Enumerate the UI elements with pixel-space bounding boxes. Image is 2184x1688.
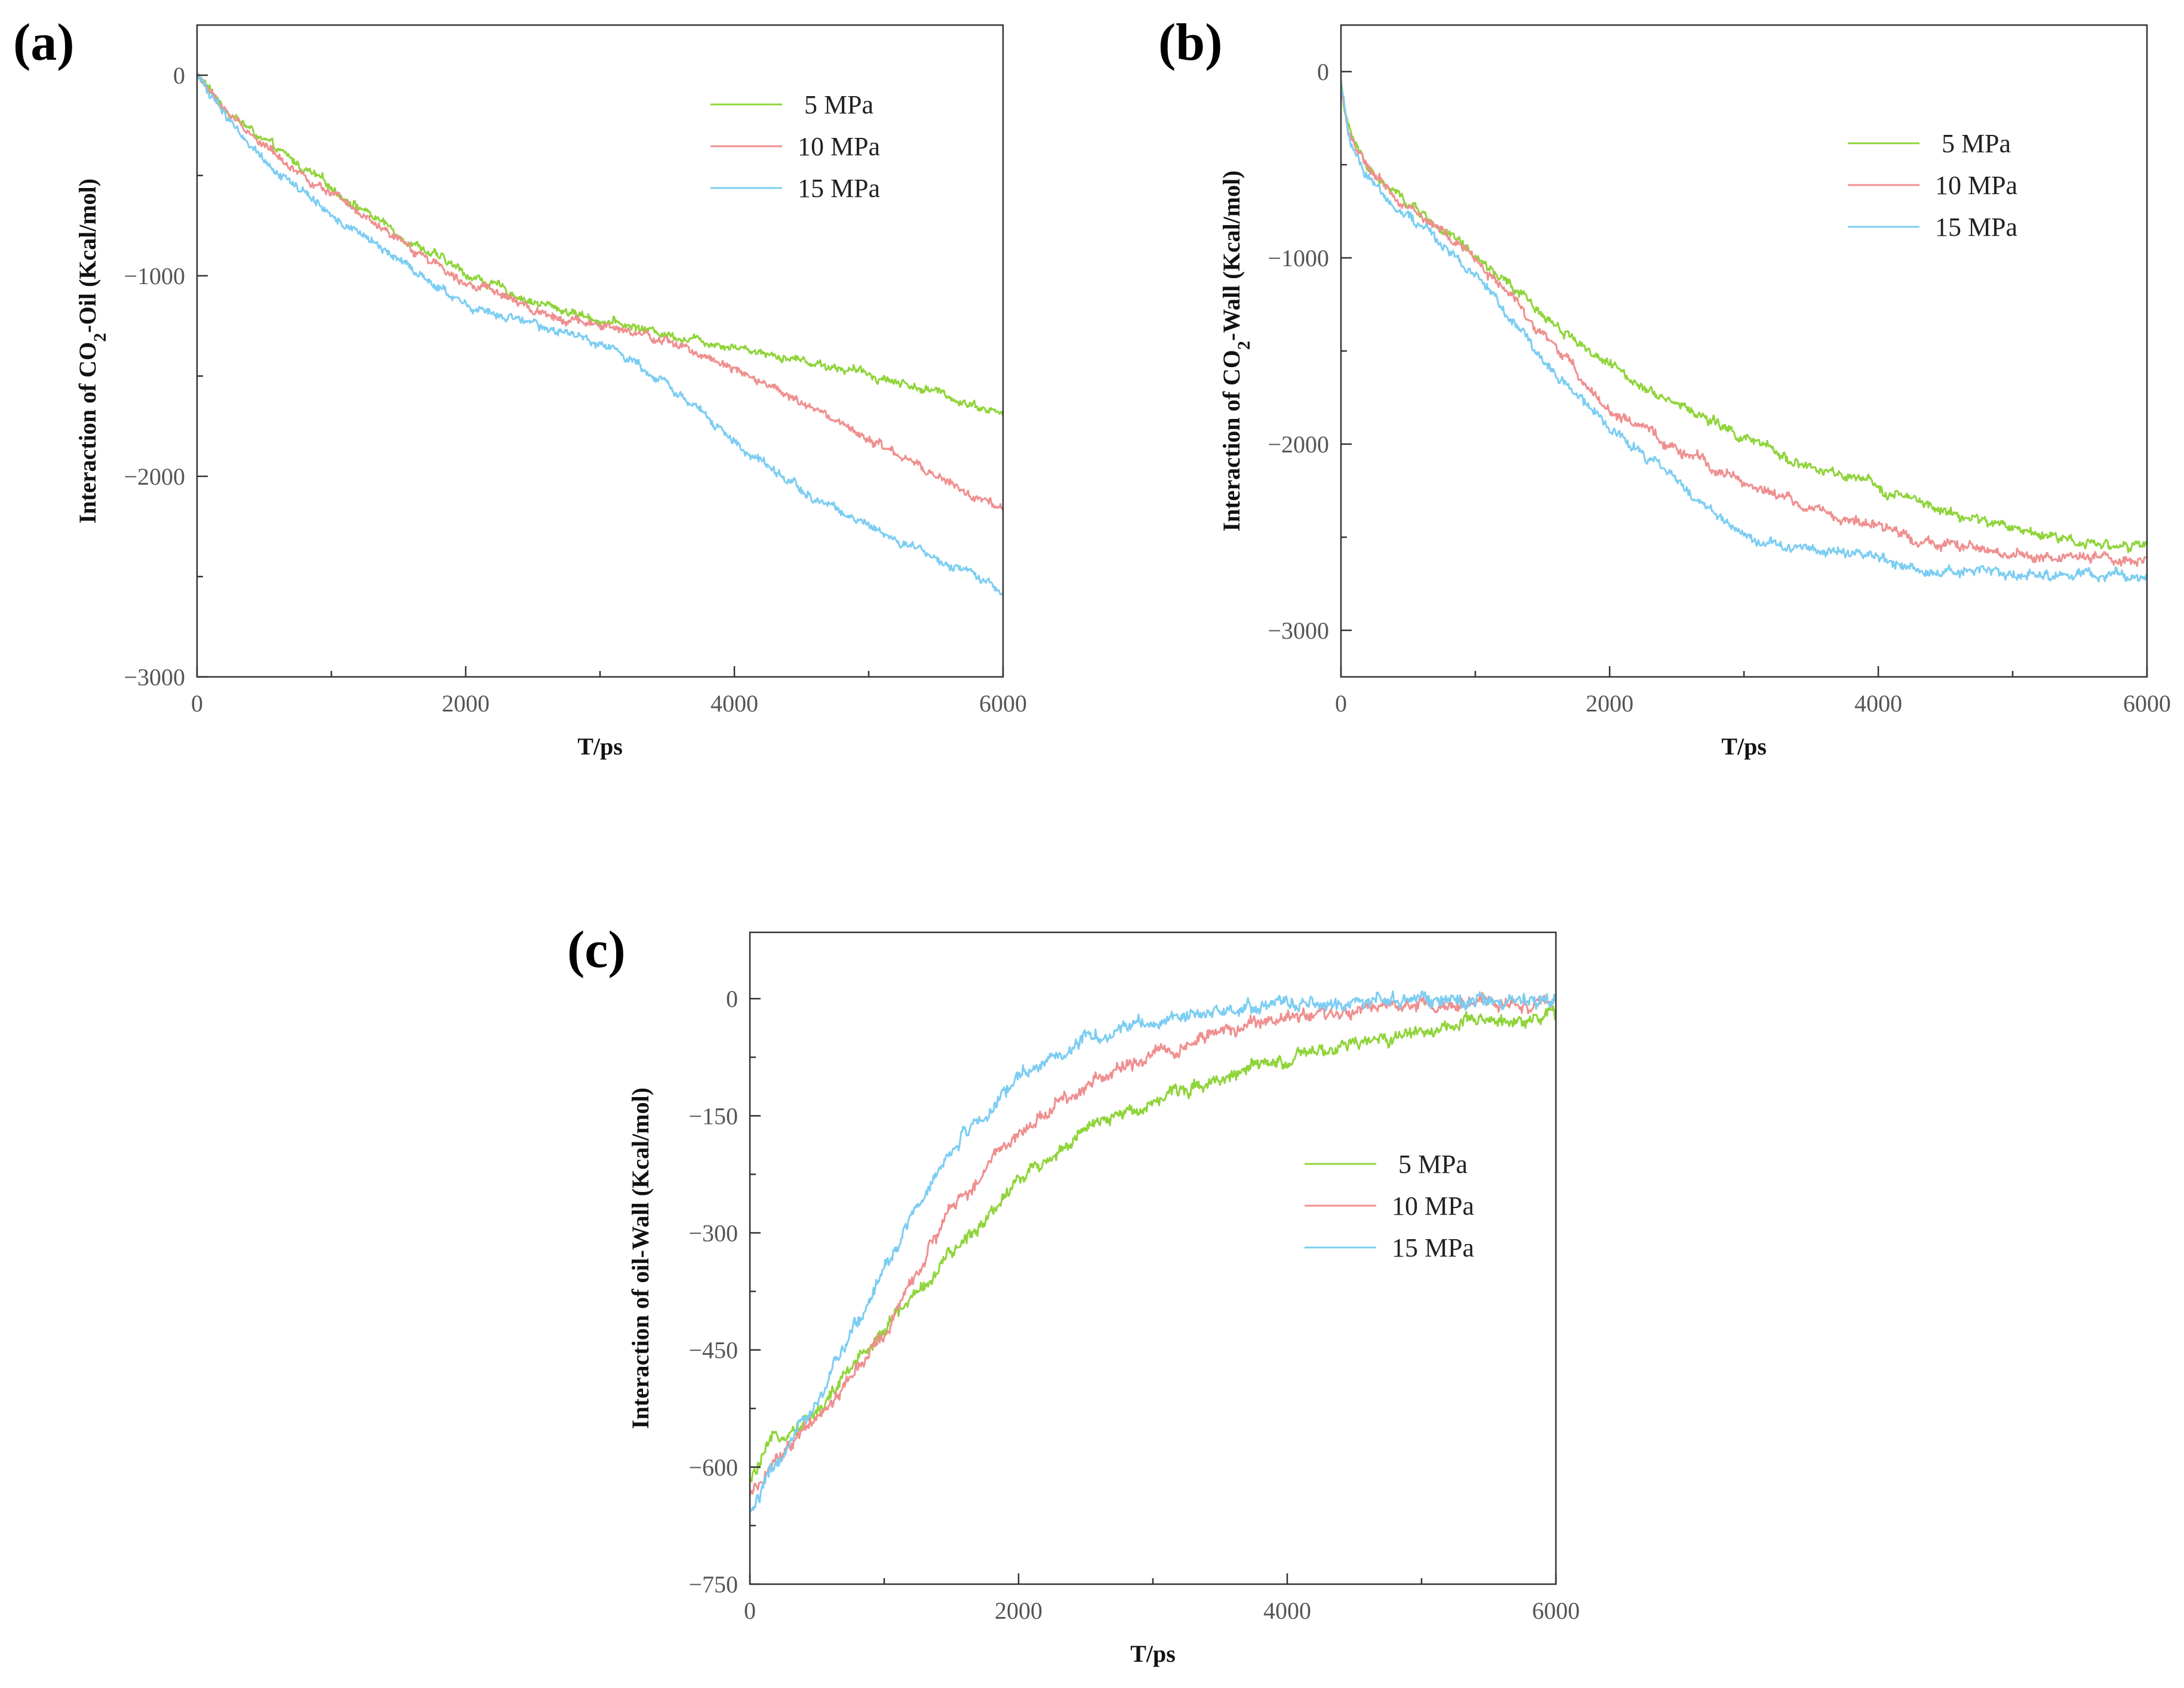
y-tick-label: −750 <box>688 1571 738 1598</box>
x-axis-title: T/ps <box>1130 1640 1176 1667</box>
y-tick-label: −3000 <box>124 664 185 691</box>
x-tick-label: 2000 <box>1586 690 1634 717</box>
series-line-5-mpa <box>197 74 1003 415</box>
series-line-10-mpa <box>750 992 1556 1496</box>
x-tick-label: 6000 <box>2123 690 2171 717</box>
legend: 5 MPa 10 MPa 15 MPa <box>1305 1150 1474 1262</box>
y-tick-label: −150 <box>688 1102 738 1129</box>
panel-label: (a) <box>13 14 75 72</box>
series-line-15-mpa <box>197 72 1003 596</box>
legend-label: 5 MPa <box>804 90 873 119</box>
chart-panel-c: 0 2000 4000 6000 0 −150 −300 −450 −600 −750 T/ps In… <box>567 921 1580 1667</box>
legend-label: 10 MPa <box>1392 1191 1474 1221</box>
series-line-15-mpa <box>1341 81 2147 583</box>
plot-frame <box>196 24 1004 678</box>
y-tick-label: 0 <box>1317 58 1329 85</box>
x-tick-label: 4000 <box>710 690 758 717</box>
panel-label: (b) <box>1158 14 1223 72</box>
legend-label: 10 MPa <box>798 132 880 161</box>
y-axis-title-part: Interaction of oil-Wall (Kcal/mol) <box>627 1088 654 1429</box>
chart-panel-b: 0 2000 4000 6000 0 −1000 −2000 −3000 T/ps Interac… <box>1158 14 2171 760</box>
y-axis-title-part: 2 <box>90 333 110 342</box>
y-axis-title-part: Interaction of CO <box>1218 350 1245 531</box>
y-axis-title-part: -Oil (Kcal/mol) <box>74 178 101 333</box>
x-axis-title: T/ps <box>577 733 623 760</box>
y-tick-label: −600 <box>688 1454 738 1481</box>
y-axis-title: Interaction of CO2-Oil (Kcal/mol) <box>74 178 110 523</box>
x-tick-label: 0 <box>1335 690 1347 717</box>
x-tick-label: 6000 <box>979 690 1027 717</box>
x-tick-label: 2000 <box>442 690 490 717</box>
legend: 5 MPa 10 MPa 15 MPa <box>710 90 880 203</box>
y-tick-label: 0 <box>173 62 185 89</box>
series-line-10-mpa <box>1341 79 2147 567</box>
y-tick-label: −3000 <box>1268 617 1329 644</box>
y-axis-title: Interaction of oil-Wall (Kcal/mol) <box>627 1088 654 1429</box>
x-tick-label: 4000 <box>1263 1597 1311 1624</box>
panel-label: (c) <box>567 921 626 979</box>
x-tick-label: 2000 <box>995 1597 1042 1624</box>
y-tick-label: −450 <box>688 1337 738 1364</box>
legend-label: 15 MPa <box>1935 212 2017 242</box>
y-axis-title-part: -Wall (Kcal/mol) <box>1218 171 1245 341</box>
x-tick-label: 0 <box>744 1597 756 1624</box>
legend: 5 MPa 10 MPa 15 MPa <box>1848 129 2017 242</box>
legend-label: 5 MPa <box>1942 129 2011 158</box>
y-tick-label: −2000 <box>124 463 185 490</box>
legend-label: 15 MPa <box>798 174 880 203</box>
series-line-10-mpa <box>197 73 1003 512</box>
x-tick-label: 4000 <box>1854 690 1902 717</box>
y-tick-label: −300 <box>688 1219 738 1246</box>
y-tick-label: −1000 <box>1268 245 1329 272</box>
y-axis-title-part: Interaction of CO <box>74 342 101 523</box>
y-tick-label: −2000 <box>1268 431 1329 458</box>
series-line-5-mpa <box>750 1005 1556 1483</box>
series-line-15-mpa <box>750 990 1556 1513</box>
y-axis-title: Interaction of CO2-Wall (Kcal/mol) <box>1218 171 1254 532</box>
chart-panel-a: 0 2000 4000 6000 0 −1000 −2000 −3000 T/ps Interac… <box>13 14 1027 760</box>
x-tick-label: 6000 <box>1532 1597 1580 1624</box>
x-tick-label: 0 <box>191 690 203 717</box>
y-tick-label: −1000 <box>124 263 185 289</box>
y-axis-title-part: 2 <box>1234 341 1254 350</box>
legend-label: 5 MPa <box>1398 1150 1468 1179</box>
legend-label: 15 MPa <box>1392 1233 1474 1262</box>
x-axis-title: T/ps <box>1721 733 1767 760</box>
y-tick-label: 0 <box>726 985 738 1012</box>
series-line-5-mpa <box>1341 84 2147 553</box>
legend-label: 10 MPa <box>1935 171 2017 200</box>
